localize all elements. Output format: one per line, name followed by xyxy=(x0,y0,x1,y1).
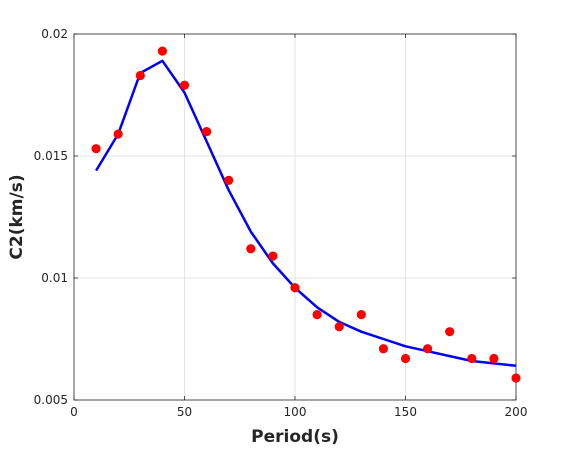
data-point xyxy=(334,322,344,332)
axis-ticks: 0 50 100 150 200 0.005 0.01 0.015 0.02 xyxy=(34,27,528,419)
data-point xyxy=(489,353,499,364)
data-point xyxy=(179,80,190,90)
fit-line xyxy=(95,59,517,368)
data-point xyxy=(113,129,123,139)
data-point xyxy=(268,251,278,261)
data-points xyxy=(91,46,521,383)
data-point xyxy=(423,344,433,354)
x-tick-label: 0 xyxy=(70,405,78,419)
data-point xyxy=(356,310,366,320)
data-point xyxy=(290,283,300,293)
fit-line-layer xyxy=(95,59,517,368)
x-axis-label: Period(s) xyxy=(251,427,339,447)
data-point xyxy=(135,70,145,81)
data-point xyxy=(400,353,411,364)
data-point xyxy=(246,244,256,254)
x-tick-label: 150 xyxy=(394,405,417,419)
data-point xyxy=(511,373,521,383)
data-point xyxy=(202,127,212,137)
y-tick-label: 0.005 xyxy=(34,393,68,407)
x-tick-label: 200 xyxy=(505,405,528,419)
data-point xyxy=(445,327,455,337)
x-tick-label: 50 xyxy=(177,405,192,419)
y-tick-label: 0.015 xyxy=(34,149,68,163)
data-point xyxy=(312,310,322,320)
data-point xyxy=(224,175,234,185)
data-point xyxy=(91,144,101,154)
data-point xyxy=(467,353,477,364)
data-point xyxy=(157,46,167,56)
data-point xyxy=(378,344,388,354)
y-axis-label: C2(km/s) xyxy=(7,174,27,259)
y-tick-label: 0.02 xyxy=(41,27,68,41)
y-tick-label: 0.01 xyxy=(41,271,68,285)
x-tick-label: 100 xyxy=(284,405,307,419)
